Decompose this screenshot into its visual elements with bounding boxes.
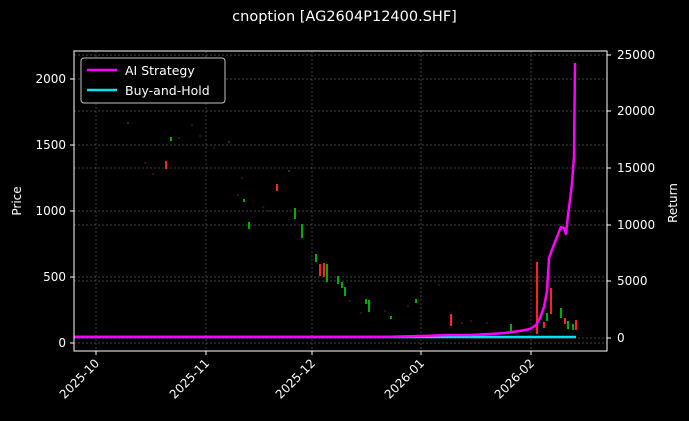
y-tick-right: 20000 (617, 104, 655, 118)
x-tick: 2026-02 (492, 356, 537, 401)
y-tick-right: 15000 (617, 161, 655, 175)
y-tick-left: 2000 (35, 72, 66, 86)
right-y-axis (607, 54, 611, 339)
x-tick: 2025-12 (273, 356, 318, 401)
plot-frame (73, 50, 608, 352)
x-tick: 2026-01 (382, 356, 427, 401)
legend-label-ai-strategy: AI Strategy (125, 63, 195, 78)
faint-candle-markers (127, 122, 488, 324)
y-tick-right: 25000 (617, 48, 655, 62)
ai-strategy-line (74, 62, 577, 339)
legend: AI Strategy Buy-and-Hold (80, 57, 226, 104)
left-y-axis (70, 78, 74, 344)
chart-title: cnoption [AG2604P12400.SHF] (232, 9, 457, 25)
y-tick-left: 1000 (35, 204, 66, 218)
y-axis-label-left: Price (10, 186, 24, 215)
candlesticks (165, 137, 577, 334)
x-axis (95, 351, 532, 355)
y-tick-left: 1500 (35, 138, 66, 152)
y-tick-left: 500 (43, 270, 66, 284)
x-tick: 2025-10 (57, 356, 102, 401)
y-axis-label-right: Return (666, 183, 680, 223)
y-tick-right: 0 (617, 331, 625, 345)
y-tick-left: 0 (58, 336, 66, 350)
x-tick: 2025-11 (167, 356, 212, 401)
legend-label-buy-and-hold: Buy-and-Hold (125, 83, 210, 98)
y-tick-right: 5000 (617, 274, 648, 288)
y-tick-right: 10000 (617, 218, 655, 232)
